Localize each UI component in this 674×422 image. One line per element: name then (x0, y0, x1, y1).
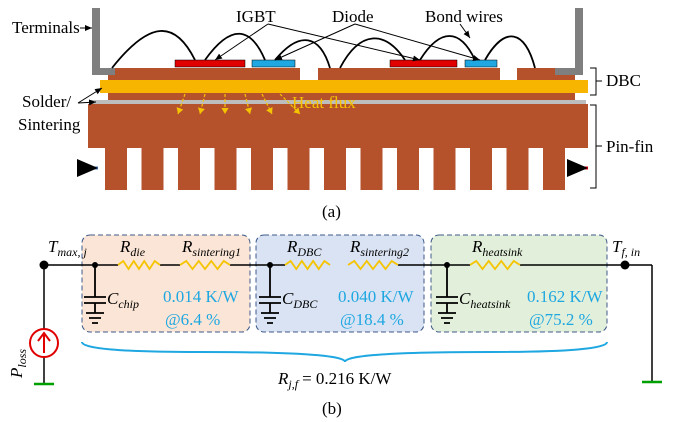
figure: Terminals IGBT Diode Bond wires DBC Pin-… (0, 0, 674, 422)
fin (215, 147, 237, 190)
module-drawing: Terminals IGBT Diode Bond wires DBC Pin-… (12, 7, 654, 221)
subscript: heatsink (482, 245, 523, 259)
fin (251, 147, 273, 190)
fin (288, 147, 310, 190)
fin (434, 147, 456, 190)
fin (324, 147, 346, 190)
subscript: sintering1 (192, 245, 241, 259)
source-label: Ploss (7, 349, 29, 379)
label: Terminals (12, 18, 80, 37)
label: IGBT (236, 7, 276, 26)
subscript: sintering2 (360, 245, 409, 259)
caption: (b) (322, 399, 342, 418)
symbol: C (282, 289, 294, 308)
fin (178, 147, 200, 190)
fin (361, 147, 383, 190)
fin (105, 147, 127, 190)
circuit: Tmax, j Tf, in Ploss Rj,f= 0.216 K/W (b)… (7, 235, 662, 418)
total: Rj,f= 0.216 K/W (277, 369, 392, 391)
resistance-value: 0.040 K/W (338, 287, 415, 306)
symbol: R (471, 237, 483, 256)
label: Pin-fin (606, 137, 654, 156)
fin (543, 147, 565, 190)
symbol: R (286, 237, 298, 256)
share-value: @75.2 % (529, 310, 593, 329)
subscript: die (130, 245, 145, 259)
resistance-value: 0.162 K/W (527, 287, 604, 306)
junction (444, 262, 450, 268)
caption: (a) (322, 202, 341, 221)
symbol: R (349, 237, 361, 256)
symbol: R (181, 237, 193, 256)
symbol: R (119, 237, 131, 256)
subscript: chip (118, 297, 139, 311)
fin (507, 147, 529, 190)
share-value: @18.4 % (340, 310, 404, 329)
junction (267, 262, 273, 268)
fin (470, 147, 492, 190)
label: Diode (332, 7, 374, 26)
node-label: Tf, in (612, 237, 640, 259)
symbol: C (107, 289, 119, 308)
subscript: heatsink (470, 297, 511, 311)
label: Sintering (18, 115, 81, 134)
junction (92, 262, 98, 268)
fin (397, 147, 419, 190)
resistance-value: 0.014 K/W (163, 287, 240, 306)
label: DBC (606, 71, 641, 90)
label: Solder/ (22, 92, 71, 111)
label: Heat flux (292, 93, 356, 112)
share-value: @6.4 % (165, 310, 220, 329)
subscript: DBC (292, 297, 318, 311)
label: Bond wires (425, 7, 503, 26)
fin (142, 147, 164, 190)
subscript: DBC (296, 245, 322, 259)
symbol: C (459, 289, 471, 308)
node-label: Tmax, j (48, 237, 87, 259)
